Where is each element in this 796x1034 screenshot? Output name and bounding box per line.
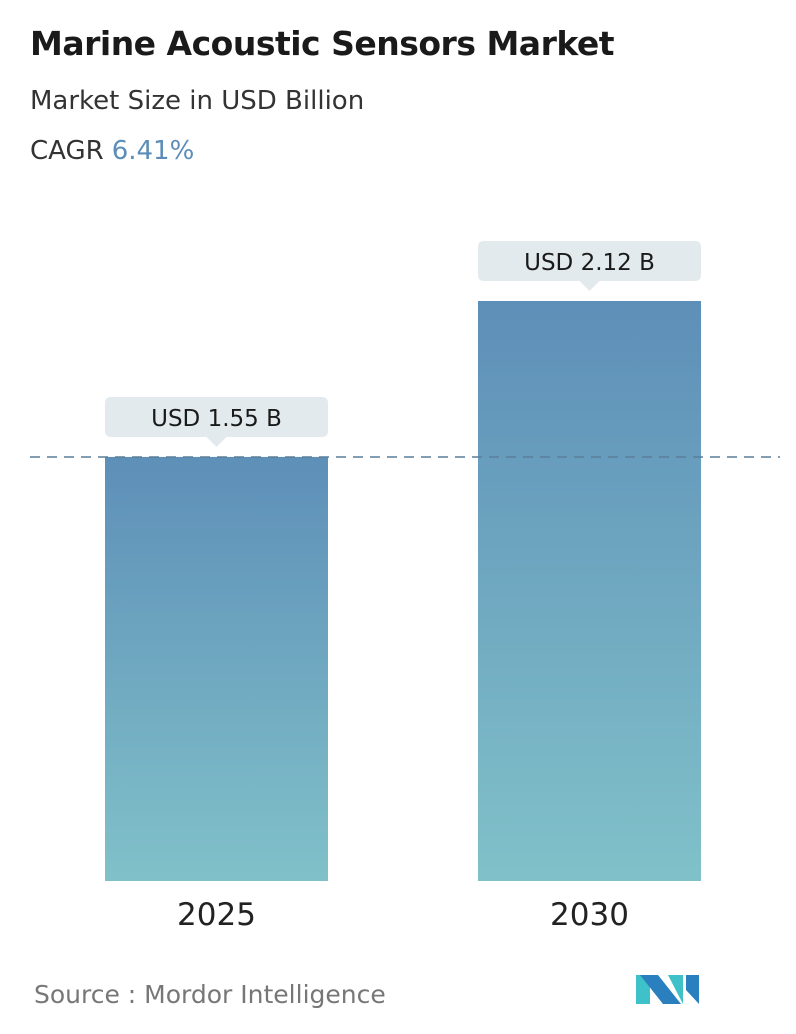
bar-2025 xyxy=(105,456,328,881)
data-label-box xyxy=(105,396,328,447)
bar-2030 xyxy=(478,301,701,881)
cagr-value: 6.41% xyxy=(111,136,195,166)
data-label: USD 1.55 B xyxy=(151,406,282,432)
cagr: CAGR 6.41% xyxy=(30,136,194,166)
source-text: Source : Mordor Intelligence xyxy=(34,980,386,1009)
x-tick-label: 2030 xyxy=(550,897,629,933)
x-tick-label: 2025 xyxy=(177,897,256,933)
chart-title: Marine Acoustic Sensors Market xyxy=(30,24,615,63)
data-label: USD 2.12 B xyxy=(524,250,655,276)
data-label-box xyxy=(478,241,701,291)
chart-subtitle: Market Size in USD Billion xyxy=(30,86,365,116)
cagr-label: CAGR xyxy=(30,136,104,166)
